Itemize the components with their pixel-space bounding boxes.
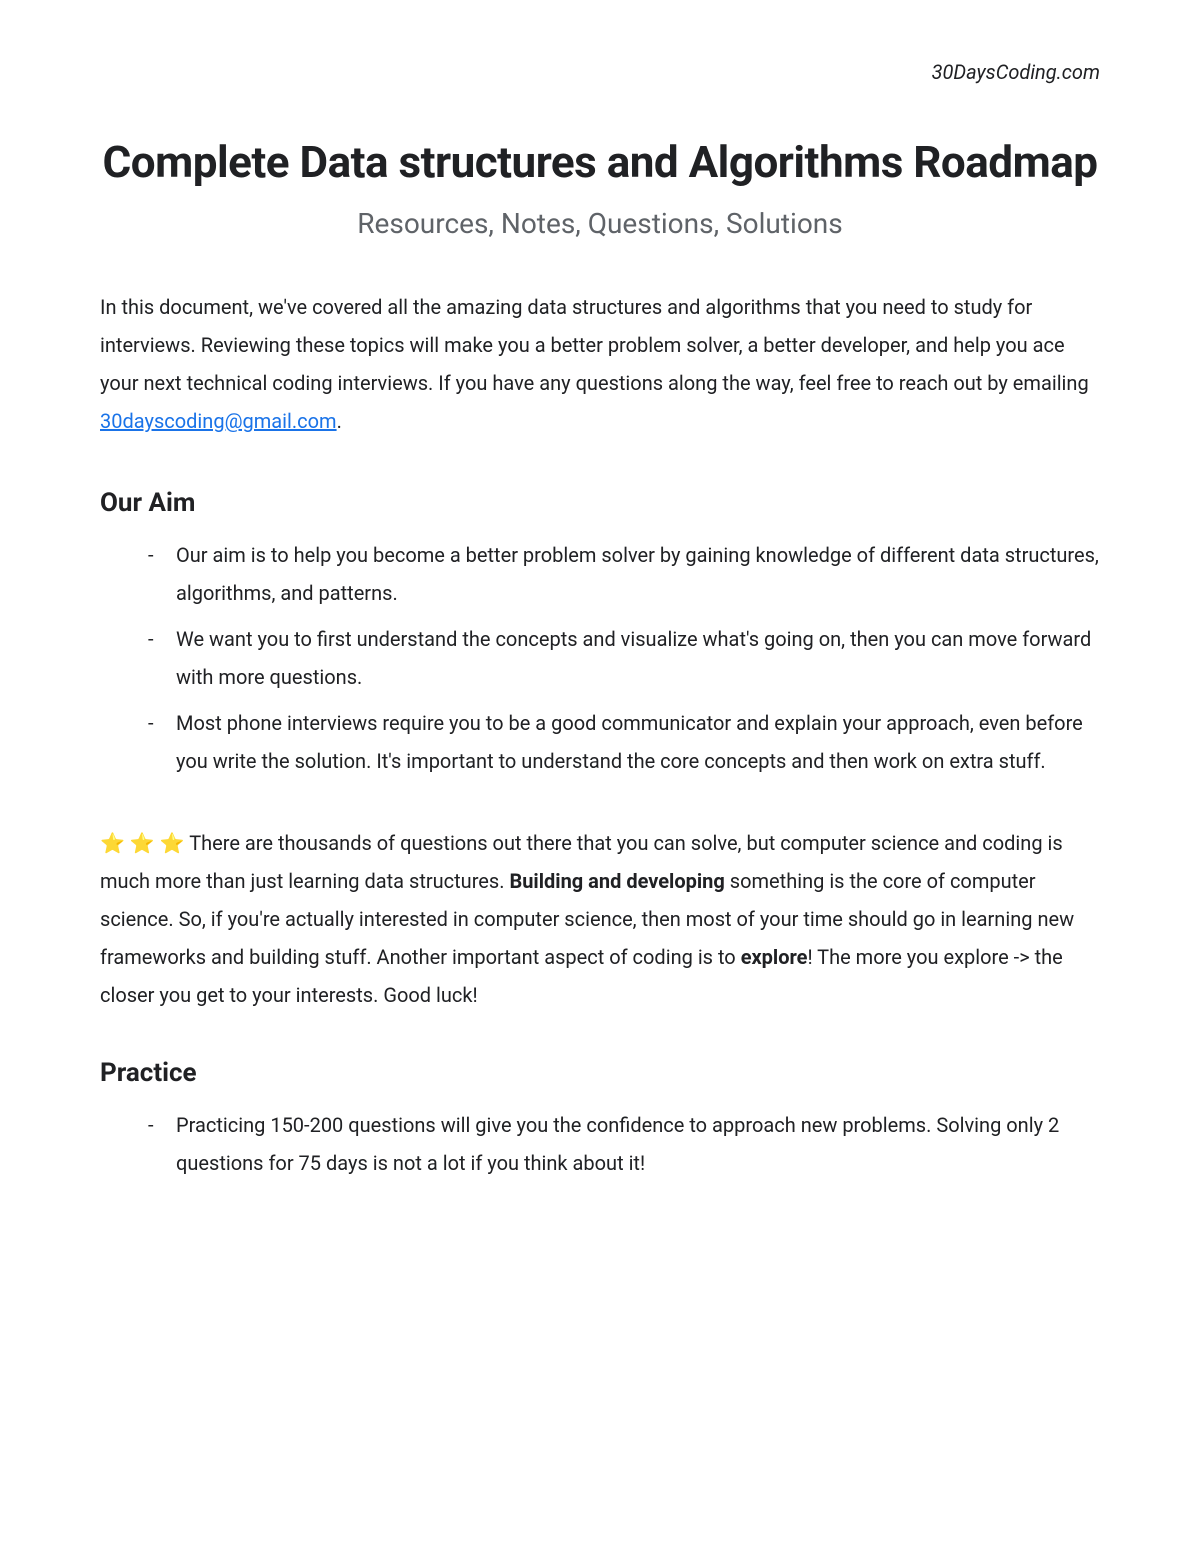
practice-list: Practicing 150-200 questions will give y… [100,1106,1100,1182]
list-item: We want you to first understand the conc… [148,620,1100,696]
list-item: Our aim is to help you become a better p… [148,536,1100,612]
intro-paragraph: In this document, we've covered all the … [100,288,1100,440]
list-item: Practicing 150-200 questions will give y… [148,1106,1100,1182]
email-link[interactable]: 30dayscoding@gmail.com [100,409,337,433]
intro-text: In this document, we've covered all the … [100,295,1089,395]
star-note-paragraph: ⭐ ⭐ ⭐ There are thousands of questions o… [100,824,1100,1014]
our-aim-heading: Our Aim [100,488,1100,518]
star-bold-1: Building and developing [509,869,724,893]
intro-text-after: . [337,409,342,433]
page-subtitle: Resources, Notes, Questions, Solutions [100,207,1100,240]
list-item: Most phone interviews require you to be … [148,704,1100,780]
our-aim-list: Our aim is to help you become a better p… [100,536,1100,780]
page-title: Complete Data structures and Algorithms … [100,134,1100,191]
header-brand: 30DaysCoding.com [100,60,1100,84]
practice-heading: Practice [100,1058,1100,1088]
star-icon: ⭐ ⭐ ⭐ [100,831,185,855]
star-bold-2: explore [741,945,808,969]
